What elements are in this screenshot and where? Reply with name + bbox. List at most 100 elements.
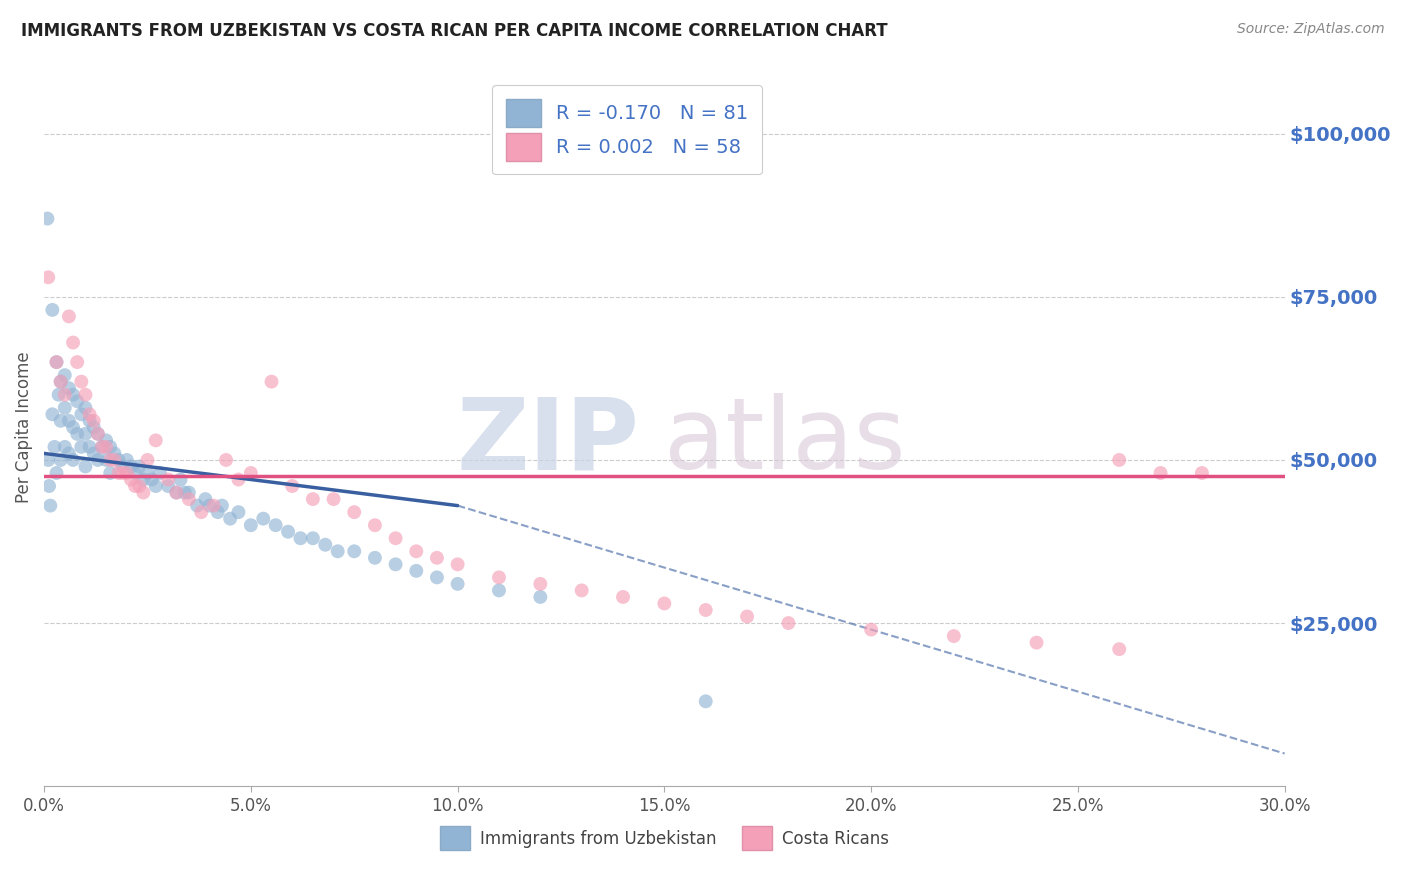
- Y-axis label: Per Capita Income: Per Capita Income: [15, 351, 32, 503]
- Point: [529, 590, 551, 604]
- Point: [277, 524, 299, 539]
- Point: [128, 479, 150, 493]
- Point: [322, 492, 344, 507]
- Point: [53, 368, 76, 383]
- Point: [364, 550, 387, 565]
- Point: [290, 531, 312, 545]
- Point: [136, 453, 159, 467]
- Point: [41, 407, 63, 421]
- Point: [1149, 466, 1171, 480]
- Point: [115, 466, 138, 480]
- Point: [58, 381, 80, 395]
- Point: [405, 544, 427, 558]
- Point: [107, 466, 129, 480]
- Text: Source: ZipAtlas.com: Source: ZipAtlas.com: [1237, 22, 1385, 37]
- Point: [173, 485, 195, 500]
- Point: [426, 550, 449, 565]
- Point: [58, 414, 80, 428]
- Point: [654, 597, 676, 611]
- Point: [94, 434, 117, 448]
- Point: [1191, 466, 1213, 480]
- Point: [62, 453, 84, 467]
- Point: [281, 479, 304, 493]
- Point: [53, 401, 76, 415]
- Point: [169, 473, 191, 487]
- Point: [446, 577, 468, 591]
- Point: [343, 505, 366, 519]
- Point: [141, 473, 163, 487]
- Point: [45, 355, 67, 369]
- Point: [103, 446, 125, 460]
- Point: [66, 426, 89, 441]
- Point: [66, 355, 89, 369]
- Point: [58, 446, 80, 460]
- Point: [194, 492, 217, 507]
- Point: [405, 564, 427, 578]
- Point: [384, 531, 406, 545]
- Text: atlas: atlas: [665, 393, 905, 491]
- Point: [302, 492, 325, 507]
- Point: [107, 453, 129, 467]
- Point: [695, 603, 717, 617]
- Point: [87, 426, 110, 441]
- Point: [98, 453, 121, 467]
- Point: [384, 558, 406, 572]
- Point: [264, 518, 287, 533]
- Point: [219, 511, 242, 525]
- Point: [124, 466, 146, 480]
- Point: [103, 453, 125, 467]
- Point: [79, 440, 101, 454]
- Point: [111, 459, 134, 474]
- Point: [83, 420, 105, 434]
- Point: [75, 426, 97, 441]
- Point: [529, 577, 551, 591]
- Point: [228, 473, 250, 487]
- Point: [94, 440, 117, 454]
- Point: [44, 440, 66, 454]
- Point: [98, 440, 121, 454]
- Point: [136, 466, 159, 480]
- Point: [87, 426, 110, 441]
- Point: [157, 473, 180, 487]
- Point: [695, 694, 717, 708]
- Point: [49, 414, 72, 428]
- Point: [942, 629, 965, 643]
- Point: [70, 440, 93, 454]
- Point: [165, 485, 187, 500]
- Point: [75, 459, 97, 474]
- Point: [215, 453, 238, 467]
- Point: [145, 434, 167, 448]
- Point: [37, 211, 59, 226]
- Point: [91, 440, 114, 454]
- Point: [39, 499, 62, 513]
- Point: [198, 499, 221, 513]
- Point: [314, 538, 336, 552]
- Point: [186, 499, 208, 513]
- Point: [58, 310, 80, 324]
- Point: [239, 466, 262, 480]
- Point: [91, 440, 114, 454]
- Point: [778, 615, 800, 630]
- Point: [45, 466, 67, 480]
- Point: [260, 375, 283, 389]
- Point: [488, 583, 510, 598]
- Point: [79, 414, 101, 428]
- Point: [94, 453, 117, 467]
- Point: [302, 531, 325, 545]
- Point: [571, 583, 593, 598]
- Point: [49, 375, 72, 389]
- Point: [735, 609, 758, 624]
- Point: [1108, 453, 1130, 467]
- Point: [177, 485, 200, 500]
- Point: [48, 388, 70, 402]
- Point: [70, 407, 93, 421]
- Point: [426, 570, 449, 584]
- Point: [165, 485, 187, 500]
- Point: [62, 420, 84, 434]
- Point: [364, 518, 387, 533]
- Point: [70, 375, 93, 389]
- Point: [41, 302, 63, 317]
- Point: [83, 414, 105, 428]
- Point: [37, 270, 59, 285]
- Point: [49, 453, 72, 467]
